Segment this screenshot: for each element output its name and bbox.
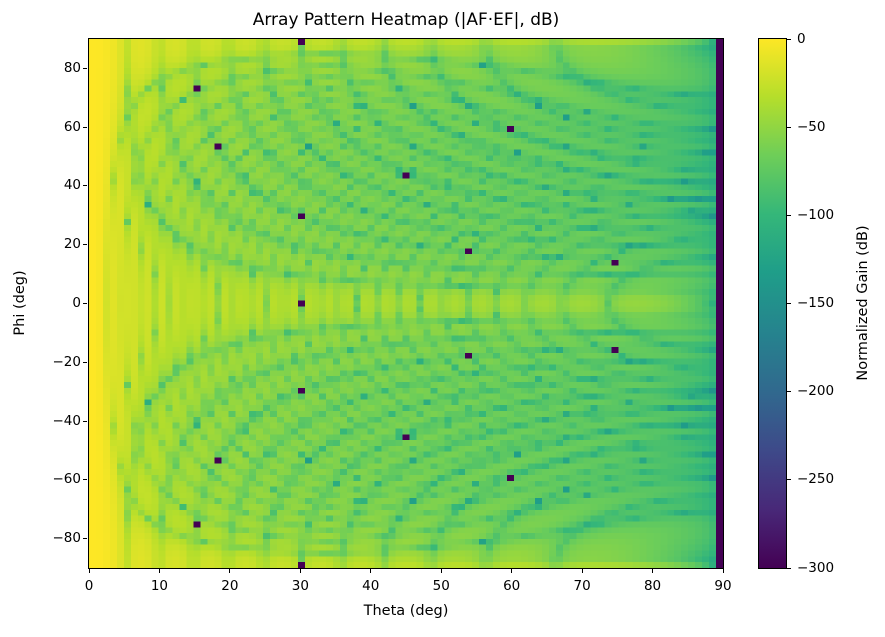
y-tick-label: 40 <box>63 177 81 194</box>
y-tick-label: 20 <box>63 236 81 253</box>
x-tick-mark <box>581 569 583 573</box>
y-tick-label: −20 <box>52 353 82 370</box>
colorbar-tick-label: −100 <box>797 206 835 223</box>
x-tick-label: 20 <box>221 578 239 594</box>
colorbar-tick-label: 0 <box>797 30 806 47</box>
x-tick-mark <box>440 569 442 573</box>
colorbar-tick-mark <box>787 391 791 393</box>
heatmap-image <box>89 39 723 568</box>
x-tick-label: 70 <box>573 578 591 594</box>
colorbar <box>758 38 787 569</box>
y-tick-mark <box>83 420 87 422</box>
x-tick-mark <box>511 569 513 573</box>
y-tick-mark <box>83 361 87 363</box>
x-tick-label: 30 <box>291 578 309 594</box>
x-tick-mark <box>158 569 160 573</box>
x-tick-mark <box>88 569 90 573</box>
colorbar-tick-mark <box>787 567 791 569</box>
x-tick-label: 50 <box>432 578 450 594</box>
x-tick-label: 90 <box>714 578 732 594</box>
y-tick-label: −60 <box>52 471 82 488</box>
colorbar-tick-mark <box>787 38 791 40</box>
colorbar-tick-mark <box>787 479 791 481</box>
x-tick-mark <box>299 569 301 573</box>
heatmap-plot-area <box>88 38 724 569</box>
x-tick-label: 60 <box>503 578 521 594</box>
y-tick-label: 0 <box>72 295 81 311</box>
x-tick-mark <box>370 569 372 573</box>
colorbar-gradient <box>759 39 786 568</box>
y-tick-mark <box>83 67 87 69</box>
y-tick-mark <box>83 126 87 128</box>
x-tick-label: 10 <box>150 578 169 594</box>
x-tick-mark <box>722 569 724 573</box>
y-tick-label: 80 <box>63 59 81 76</box>
y-axis-label: Phi (deg) <box>12 270 28 336</box>
x-tick-mark <box>229 569 231 573</box>
x-tick-label: 80 <box>643 578 662 594</box>
y-tick-label: −40 <box>52 412 82 429</box>
chart-title: Array Pattern Heatmap (|AF·EF|, dB) <box>252 10 560 30</box>
x-tick-label: 0 <box>84 578 94 594</box>
x-tick-mark <box>652 569 654 573</box>
y-tick-mark <box>83 479 87 481</box>
colorbar-label: Normalized Gain (dB) <box>855 225 871 381</box>
y-tick-mark <box>83 185 87 187</box>
colorbar-tick-label: −150 <box>797 295 835 311</box>
y-tick-mark <box>83 244 87 246</box>
y-tick-mark <box>83 303 87 304</box>
x-tick-label: 40 <box>362 578 380 594</box>
colorbar-tick-mark <box>787 303 791 304</box>
y-tick-mark <box>83 538 87 540</box>
colorbar-tick-mark <box>787 126 791 128</box>
y-tick-label: −80 <box>52 530 82 547</box>
y-tick-label: 60 <box>63 118 81 135</box>
x-axis-label: Theta (deg) <box>363 603 449 619</box>
colorbar-tick-label: −250 <box>797 471 835 488</box>
colorbar-tick-label: −50 <box>797 118 826 135</box>
colorbar-tick-label: −300 <box>797 559 835 576</box>
colorbar-tick-label: −200 <box>797 383 835 400</box>
colorbar-tick-mark <box>787 214 791 216</box>
